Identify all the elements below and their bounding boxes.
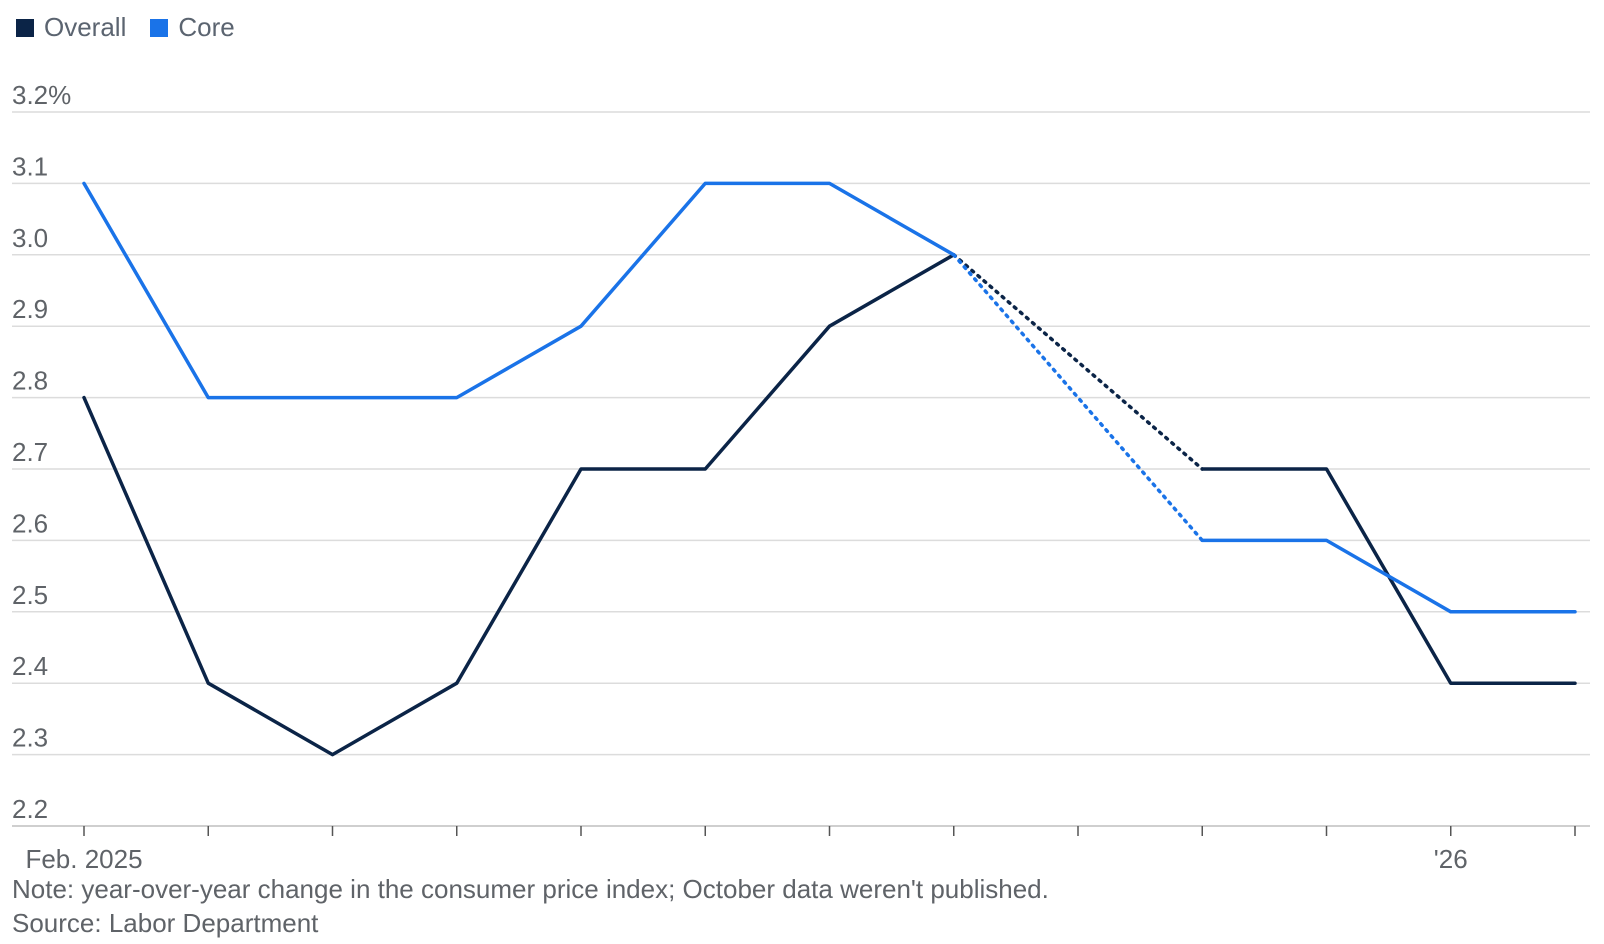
legend-swatch-core xyxy=(150,18,169,37)
legend-label-core: Core xyxy=(178,12,235,42)
y-tick-label-3.1: 3.1 xyxy=(12,151,48,181)
line-chart: 2.2 2.3 2.4 2.5 2.6 2.7 2.8 2.9 3.0 3.1 3.2% Feb. … xyxy=(12,80,1590,870)
x-tick-label-2025-02: Feb. 2025 xyxy=(25,844,142,870)
x-axis: Feb. 2025 '26 xyxy=(12,825,1590,870)
y-tick-label-2.3: 2.3 xyxy=(12,723,48,753)
legend-label-overall: Overall xyxy=(44,12,127,42)
gridlines xyxy=(12,111,1590,756)
y-tick-label-2.9: 2.9 xyxy=(12,294,48,324)
series-gap-overall xyxy=(952,253,1204,471)
legend-item-core[interactable]: Core xyxy=(150,12,235,43)
chart-note: Note: year-over-year change in the consu… xyxy=(12,874,1049,904)
series-lines xyxy=(82,181,1577,757)
y-tick-label-2.2: 2.2 xyxy=(12,794,48,824)
legend-swatch-overall xyxy=(16,18,34,37)
chart-source: Source: Labor Department xyxy=(12,908,319,938)
legend: Overall Core xyxy=(16,12,235,43)
x-tick-label-2026-01: '26 xyxy=(1434,844,1468,870)
y-axis-tick-labels: 2.2 2.3 2.4 2.5 2.6 2.7 2.8 2.9 3.0 3.1 3.2% xyxy=(12,80,71,824)
y-tick-label-2.7: 2.7 xyxy=(12,437,48,467)
y-tick-label-2.5: 2.5 xyxy=(12,580,48,610)
y-tick-label-3: 3.0 xyxy=(12,223,48,253)
chart-footer: Note: year-over-year change in the consu… xyxy=(12,872,1049,940)
series-line-core-segment-1 xyxy=(82,181,956,400)
y-tick-label-2.8: 2.8 xyxy=(12,366,48,396)
series-line-core-segment-2 xyxy=(1200,538,1577,614)
y-tick-label-2.6: 2.6 xyxy=(12,508,48,538)
series-gap-core xyxy=(952,253,1204,543)
y-tick-label-3.2: 3.2% xyxy=(12,80,71,110)
series-line-overall-segment-1 xyxy=(82,253,956,757)
legend-item-overall[interactable]: Overall xyxy=(16,12,126,43)
y-tick-label-2.4: 2.4 xyxy=(12,651,48,681)
